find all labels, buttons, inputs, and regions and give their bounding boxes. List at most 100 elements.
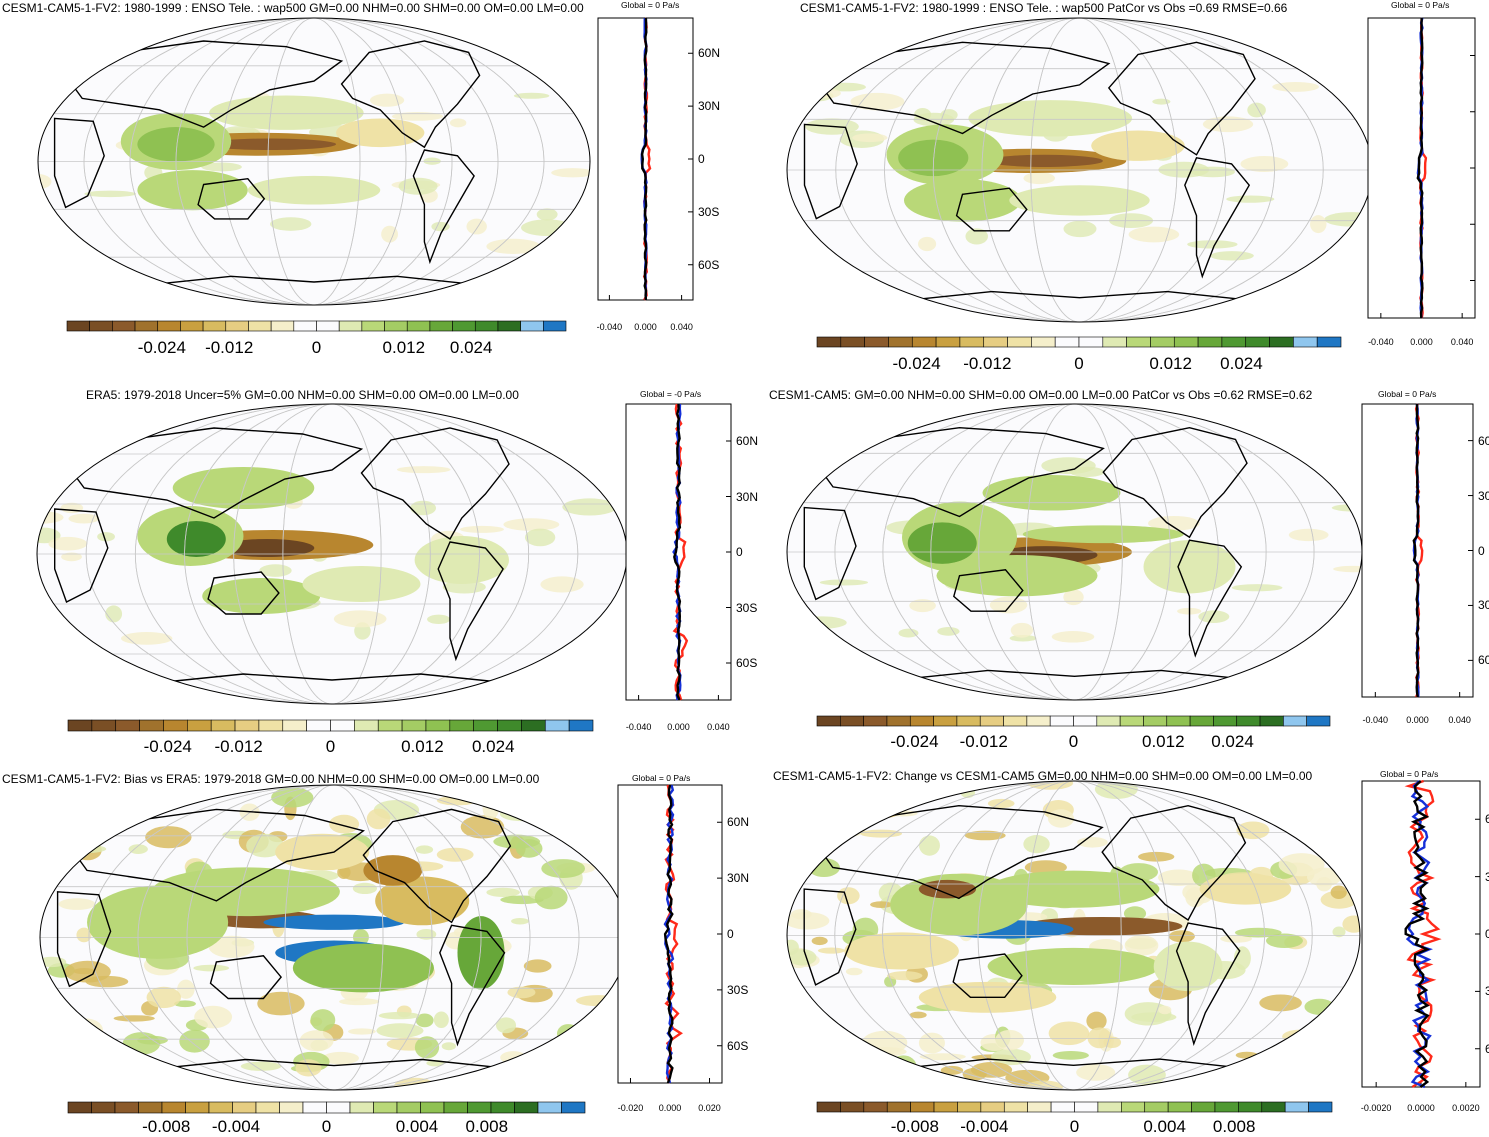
coastline bbox=[955, 187, 1028, 232]
coastline bbox=[68, 808, 366, 902]
colorbar-box bbox=[443, 1101, 468, 1114]
anomaly-patch bbox=[396, 466, 451, 474]
colorbar-label: 0.024 bbox=[471, 737, 515, 756]
anomaly-patch bbox=[352, 882, 378, 895]
coastline bbox=[54, 508, 109, 603]
anomaly-patch bbox=[1234, 927, 1282, 938]
colorbar-box bbox=[248, 320, 272, 332]
colorbar-box bbox=[316, 320, 340, 332]
anomaly-patch bbox=[113, 1015, 155, 1022]
anomaly-patch bbox=[819, 579, 869, 586]
anomaly-patch bbox=[1158, 1005, 1172, 1015]
anomaly-blob bbox=[166, 521, 226, 557]
anomaly-patch bbox=[84, 190, 137, 198]
anomaly-patch bbox=[809, 803, 831, 826]
profile-lat-label: 30 bbox=[1478, 488, 1489, 503]
anomaly-patch bbox=[369, 93, 405, 107]
anomaly-blob bbox=[918, 879, 977, 899]
anomaly-blob bbox=[907, 522, 977, 564]
panel-3-title: ERA5: 1979-2018 Uncer=5% GM=0.00 NHM=0.0… bbox=[86, 388, 519, 402]
anomaly-patch bbox=[859, 798, 903, 819]
anomaly-patch bbox=[1272, 81, 1319, 92]
colorbar-box bbox=[139, 719, 164, 732]
anomaly-patch bbox=[459, 525, 504, 533]
anomaly-patch bbox=[378, 1011, 420, 1020]
anomaly-blob bbox=[263, 914, 405, 930]
anomaly-patch bbox=[914, 107, 932, 121]
colorbar-box bbox=[473, 719, 498, 732]
anomaly-patch bbox=[67, 1018, 103, 1043]
colorbar-box bbox=[157, 320, 181, 332]
colorbar-box bbox=[234, 719, 260, 732]
colorbar-box bbox=[863, 715, 888, 727]
panel-6 bbox=[786, 780, 1361, 1091]
colorbar-box bbox=[225, 320, 249, 332]
anomaly-patch bbox=[208, 935, 255, 958]
anomaly-blob bbox=[247, 175, 381, 205]
colorbar-box bbox=[1150, 336, 1175, 348]
colorbar-box bbox=[544, 719, 570, 732]
anomaly-patch bbox=[813, 1032, 836, 1042]
anomaly-patch bbox=[193, 964, 230, 972]
anomaly-patch bbox=[529, 1052, 563, 1075]
coastlines bbox=[54, 427, 510, 684]
anomaly-patch bbox=[1310, 215, 1327, 234]
colorbar-box bbox=[520, 320, 544, 332]
anomaly-patch bbox=[860, 829, 903, 838]
colorbar-label: 0 bbox=[325, 737, 336, 756]
anomaly-patch bbox=[534, 885, 568, 910]
colorbar-label: -0.008 bbox=[890, 1117, 939, 1136]
anomaly-patch bbox=[1198, 610, 1230, 623]
anomaly-patch bbox=[937, 626, 960, 636]
anomaly-patch bbox=[1285, 811, 1323, 818]
colorbar-box bbox=[66, 320, 90, 332]
colorbar-4 bbox=[816, 715, 1331, 727]
colorbar-box bbox=[354, 719, 379, 732]
colorbar-label: 0 bbox=[1069, 1117, 1080, 1136]
meridian-line bbox=[267, 18, 361, 305]
coastline bbox=[814, 804, 1104, 900]
colorbar-box bbox=[112, 320, 136, 332]
anomaly-blob bbox=[982, 475, 1121, 511]
anomaly-patch bbox=[91, 787, 125, 804]
colorbar-5 bbox=[67, 1101, 586, 1114]
colorbar-box bbox=[1102, 336, 1127, 348]
anomaly-patch bbox=[37, 527, 61, 544]
colorbar-label: -0.012 bbox=[959, 732, 1008, 751]
colorbar-box bbox=[1007, 336, 1032, 348]
profile-lat-label: 60 bbox=[1478, 433, 1489, 448]
anomaly-patch bbox=[1168, 930, 1195, 943]
coastline bbox=[815, 41, 1111, 135]
colorbar-box bbox=[185, 1101, 210, 1114]
colorbar-box bbox=[1003, 715, 1028, 727]
anomaly-patch bbox=[177, 979, 195, 999]
meridian-line bbox=[929, 781, 1218, 1090]
coastline bbox=[953, 569, 1024, 612]
anomaly-patch bbox=[179, 1029, 210, 1053]
anomaly-patch bbox=[58, 785, 84, 794]
colorbar-box bbox=[909, 715, 934, 727]
coastline bbox=[148, 275, 480, 286]
anomaly-patch bbox=[989, 596, 1028, 614]
coastline bbox=[157, 1058, 511, 1070]
meridian-line bbox=[88, 785, 580, 1090]
anomaly-patch bbox=[887, 971, 923, 981]
profile-x-label: 0.0000 bbox=[1407, 1103, 1435, 1113]
anomaly-patch bbox=[348, 1028, 376, 1035]
colorbar-box bbox=[1096, 715, 1121, 727]
anomaly-patch bbox=[145, 826, 192, 849]
colorbar-box bbox=[138, 1101, 163, 1114]
profile-x-label: 0.000 bbox=[667, 722, 690, 732]
coastline bbox=[1101, 804, 1247, 922]
anomaly-patch bbox=[1210, 251, 1254, 261]
anomaly-patch bbox=[861, 1030, 908, 1055]
colorbar-box bbox=[980, 1101, 1005, 1113]
anomaly-blob bbox=[1199, 873, 1292, 905]
colorbar-box bbox=[957, 1101, 982, 1113]
anomaly-patch bbox=[190, 785, 232, 792]
anomaly-blob bbox=[898, 139, 969, 177]
meridian-line bbox=[834, 781, 1313, 1090]
colorbar-box bbox=[279, 1101, 304, 1114]
anomaly-patch bbox=[436, 847, 474, 862]
colorbar-box bbox=[497, 719, 522, 732]
